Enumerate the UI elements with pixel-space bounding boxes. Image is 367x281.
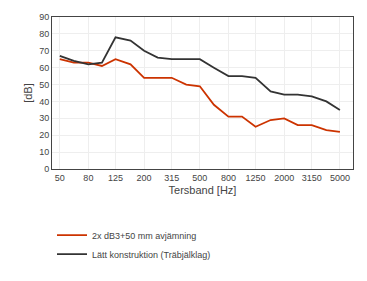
svg-text:40: 40 xyxy=(39,97,49,107)
svg-text:50: 50 xyxy=(55,173,65,183)
svg-text:10: 10 xyxy=(39,147,49,157)
svg-text:80: 80 xyxy=(39,29,49,39)
svg-text:Tersband [Hz]: Tersband [Hz] xyxy=(169,184,237,196)
svg-text:500: 500 xyxy=(192,173,207,183)
svg-text:70: 70 xyxy=(39,46,49,56)
svg-text:200: 200 xyxy=(137,173,152,183)
svg-text:[dB]: [dB] xyxy=(22,83,34,103)
svg-text:Lätt konstruktion (Träbjälklag: Lätt konstruktion (Träbjälklag) xyxy=(92,250,210,260)
svg-text:3150: 3150 xyxy=(302,173,322,183)
svg-text:315: 315 xyxy=(164,173,179,183)
svg-text:60: 60 xyxy=(39,63,49,73)
svg-text:125: 125 xyxy=(108,173,123,183)
svg-text:80: 80 xyxy=(83,173,93,183)
svg-text:2x dB3+50 mm avjämning: 2x dB3+50 mm avjämning xyxy=(92,231,196,241)
svg-text:2000: 2000 xyxy=(274,173,294,183)
svg-text:20: 20 xyxy=(39,130,49,140)
svg-text:90: 90 xyxy=(39,12,49,22)
svg-text:1250: 1250 xyxy=(246,173,266,183)
svg-text:30: 30 xyxy=(39,113,49,123)
svg-text:5000: 5000 xyxy=(330,173,350,183)
svg-text:0: 0 xyxy=(44,164,49,174)
svg-text:50: 50 xyxy=(39,80,49,90)
svg-text:800: 800 xyxy=(221,173,236,183)
